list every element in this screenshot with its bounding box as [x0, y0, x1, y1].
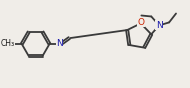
- Text: N: N: [156, 21, 163, 30]
- Text: CH₃: CH₃: [1, 40, 15, 48]
- Text: O: O: [137, 18, 144, 27]
- Text: N: N: [56, 40, 63, 48]
